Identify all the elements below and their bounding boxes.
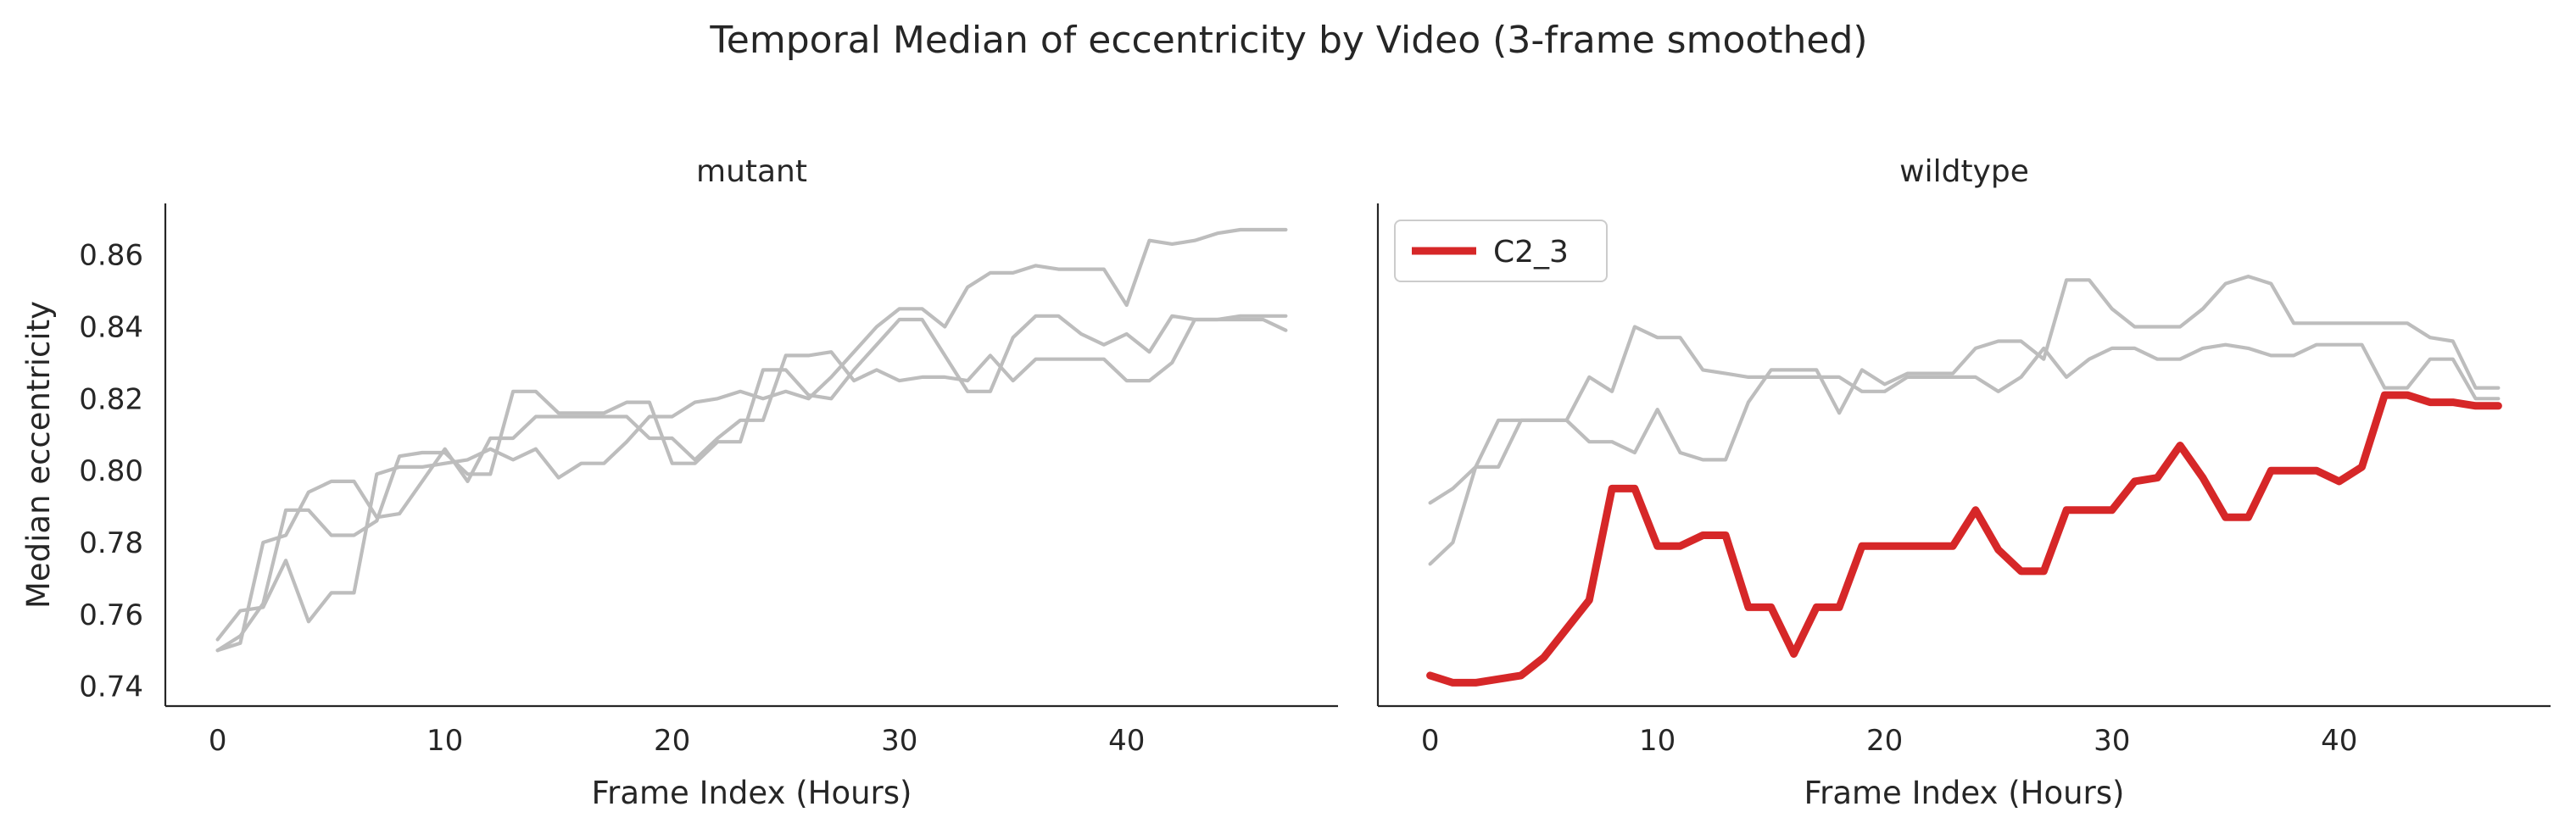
x-axis-label: Frame Index (Hours) (592, 775, 912, 811)
y-tick-label: 0.82 (79, 382, 143, 416)
x-axis-label: Frame Index (Hours) (1804, 775, 2125, 811)
x-tick-label: 0 (1421, 724, 1440, 758)
series-line-background (1428, 275, 2501, 566)
legend-box (1394, 220, 1608, 282)
x-tick-label: 20 (1866, 724, 1903, 758)
x-tick-label: 10 (1639, 724, 1676, 758)
x-tick-label: 40 (1108, 724, 1145, 758)
panel-title: wildtype (1899, 154, 2029, 189)
panel-mutant: mutant 0 10 20 30 40 0.74 0.76 0.78 0.80 0.82 0.84 0… (20, 154, 1338, 811)
x-tick-label: 20 (654, 724, 690, 758)
panel-wildtype: wildtype 0 10 20 30 40 Frame Index (Hours) C2_3 (1376, 154, 2551, 811)
y-axis-label: Median eccentricity (20, 301, 57, 609)
figure-title: Temporal Median of eccentricity by Video… (709, 19, 1867, 62)
panels: mutant 0 10 20 30 40 0.74 0.76 0.78 0.80 0.82 0.84 0… (20, 154, 2551, 811)
y-tick-label: 0.78 (79, 526, 143, 560)
panel-title: mutant (696, 154, 807, 189)
y-tick-label: 0.76 (79, 598, 143, 632)
x-tick-label: 10 (427, 724, 463, 758)
series-line-background (215, 227, 1288, 642)
y-tick-label: 0.74 (79, 670, 143, 704)
series-line-background (215, 314, 1288, 653)
x-tick-label: 30 (2094, 724, 2130, 758)
x-tick-label: 0 (209, 724, 227, 758)
x-tick-label: 30 (881, 724, 917, 758)
y-tick-label: 0.86 (79, 239, 143, 273)
legend-label: C2_3 (1493, 235, 1569, 270)
series-line-background (1428, 325, 2501, 505)
legend: C2_3 (1394, 220, 1608, 282)
series-line-background (215, 317, 1288, 653)
y-tick-label: 0.80 (79, 454, 143, 488)
series-line-C2_3 (1426, 391, 2502, 687)
x-tick-label: 40 (2321, 724, 2357, 758)
y-tick-label: 0.84 (79, 310, 143, 344)
